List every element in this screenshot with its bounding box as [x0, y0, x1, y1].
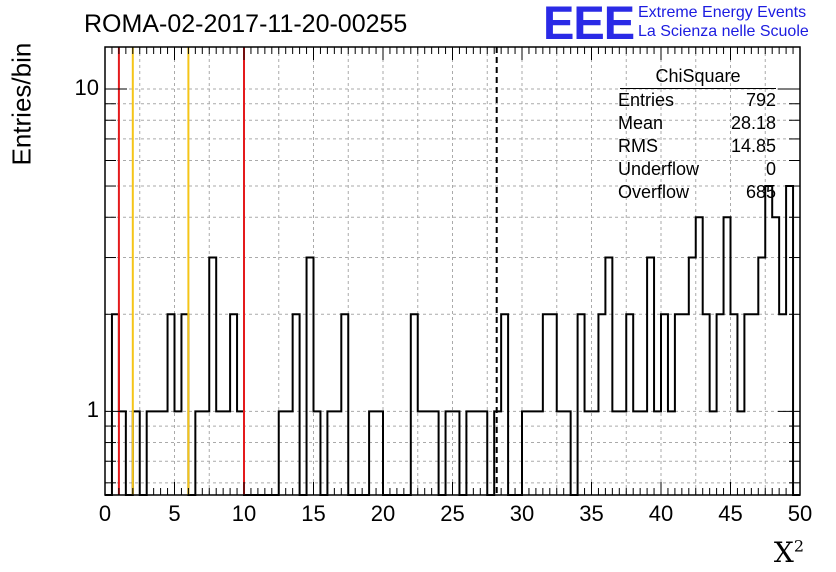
stats-label: Underflow	[618, 159, 700, 179]
x-tick-label: 35	[579, 501, 604, 526]
chart-title: ROMA-02-2017-11-20-00255	[84, 10, 408, 38]
stats-row-overflow: Overflow 685	[618, 181, 776, 204]
x-tick-label: 30	[509, 501, 535, 526]
x-tick-label: 5	[168, 501, 181, 526]
stats-value: 28.18	[730, 113, 776, 133]
x-tick-label: 0	[98, 501, 112, 526]
stats-value: 14.85	[730, 136, 776, 156]
stats-value: 792	[745, 90, 776, 110]
stats-value: 685	[745, 182, 776, 202]
stats-label: RMS	[618, 136, 658, 156]
x-tick-label: 20	[370, 501, 396, 526]
stats-title: ChiSquare	[620, 66, 776, 89]
eee-logo-text: Extreme Energy Events La Scienza nelle S…	[638, 3, 809, 41]
x-tick-label: 10	[231, 501, 257, 526]
stats-value: 0	[765, 159, 776, 179]
stats-row-rms: RMS 14.85	[618, 135, 776, 158]
x-tick-label: 45	[718, 501, 743, 526]
x-tick-label: 25	[440, 501, 465, 526]
logo-line-1: Extreme Energy Events	[638, 4, 807, 21]
eee-logo: EEE	[543, 0, 635, 49]
logo-line-2: La Scienza nelle Scuole	[638, 23, 809, 40]
x-axis-label-base: X	[773, 536, 794, 569]
stats-row-mean: Mean 28.18	[618, 112, 776, 135]
y-tick-label: 10	[74, 75, 99, 100]
stats-box: ChiSquare Entries 792 Mean 28.18 RMS 14.…	[612, 66, 776, 204]
stats-row-entries: Entries 792	[618, 89, 776, 112]
x-axis-label: X2	[774, 536, 804, 569]
x-tick-label: 40	[648, 501, 674, 526]
x-axis-label-sup: 2	[793, 536, 804, 556]
x-tick-label: 50	[787, 501, 813, 526]
y-axis-label: Entries/bin	[6, 42, 37, 166]
histogram-bars	[105, 185, 800, 496]
stats-label: Overflow	[618, 182, 690, 202]
x-tick-label: 15	[301, 501, 326, 526]
y-tick-label: 1	[86, 397, 99, 423]
stats-row-underflow: Underflow 0	[618, 158, 776, 181]
stats-label: Entries	[618, 90, 675, 110]
stats-label: Mean	[618, 113, 664, 133]
